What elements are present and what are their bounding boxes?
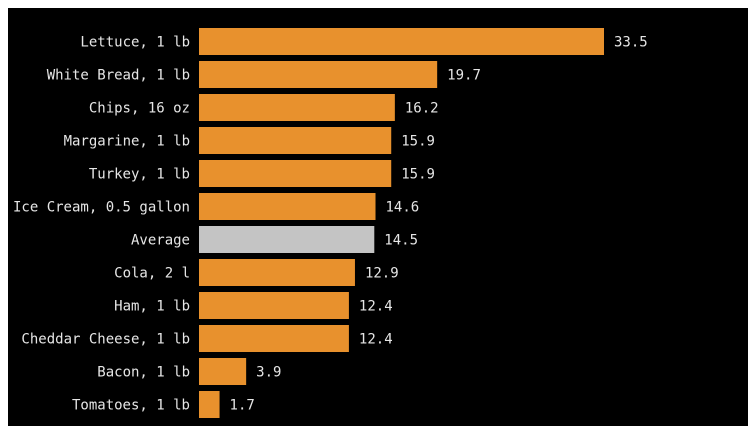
category-label-cola-2-l: Cola, 2 l bbox=[114, 266, 190, 282]
bar-chips-16-oz bbox=[199, 94, 395, 121]
category-label-lettuce-1-lb: Lettuce, 1 lb bbox=[80, 35, 190, 51]
value-label-margarine-1-lb: 15.9 bbox=[401, 134, 435, 150]
bars-group bbox=[199, 28, 604, 418]
bar-bacon-1-lb bbox=[199, 358, 247, 385]
value-label-turkey-1-lb: 15.9 bbox=[401, 167, 435, 183]
value-label-cola-2-l: 12.9 bbox=[365, 266, 399, 282]
bar-cheddar-cheese-1-lb bbox=[199, 325, 349, 352]
category-label-chips-16-oz: Chips, 16 oz bbox=[89, 101, 190, 117]
bar-ham-1-lb bbox=[199, 292, 349, 319]
bar-white-bread-1-lb bbox=[199, 61, 438, 88]
value-labels: 33.5 19.7 16.2 15.9 15.9 14.6 14.5 12.9 12.4 12.4… bbox=[230, 35, 648, 414]
value-label-ham-1-lb: 12.4 bbox=[359, 299, 393, 315]
value-label-lettuce-1-lb: 33.5 bbox=[614, 35, 648, 51]
category-label-white-bread-1-lb: White Bread, 1 lb bbox=[47, 68, 190, 84]
bar-margarine-1-lb bbox=[199, 127, 392, 154]
value-label-average: 14.5 bbox=[384, 233, 418, 249]
value-label-chips-16-oz: 16.2 bbox=[405, 101, 439, 117]
category-label-average: Average bbox=[131, 233, 190, 249]
category-label-tomatoes-1-lb: Tomatoes, 1 lb bbox=[72, 398, 190, 414]
bar-cola-2-l bbox=[199, 259, 355, 286]
bar-ice-cream-0-5-gallon bbox=[199, 193, 376, 220]
category-label-margarine-1-lb: Margarine, 1 lb bbox=[64, 134, 190, 150]
bar-lettuce-1-lb bbox=[199, 28, 604, 55]
category-label-ice-cream-0-5-gallon: Ice Cream, 0.5 gallon bbox=[13, 200, 190, 216]
value-label-tomatoes-1-lb: 1.7 bbox=[230, 398, 255, 414]
category-label-bacon-1-lb: Bacon, 1 lb bbox=[97, 365, 190, 381]
category-label-cheddar-cheese-1-lb: Cheddar Cheese, 1 lb bbox=[21, 332, 190, 348]
value-label-white-bread-1-lb: 19.7 bbox=[447, 68, 481, 84]
value-label-cheddar-cheese-1-lb: 12.4 bbox=[359, 332, 393, 348]
bar-tomatoes-1-lb bbox=[199, 391, 220, 418]
category-label-turkey-1-lb: Turkey, 1 lb bbox=[89, 167, 190, 183]
value-label-ice-cream-0-5-gallon: 14.6 bbox=[386, 200, 420, 216]
category-label-ham-1-lb: Ham, 1 lb bbox=[114, 299, 190, 315]
category-labels: Lettuce, 1 lb White Bread, 1 lb Chips, 16 … bbox=[13, 35, 190, 414]
value-label-bacon-1-lb: 3.9 bbox=[256, 365, 281, 381]
bar-turkey-1-lb bbox=[199, 160, 392, 187]
bar-average bbox=[199, 226, 375, 253]
